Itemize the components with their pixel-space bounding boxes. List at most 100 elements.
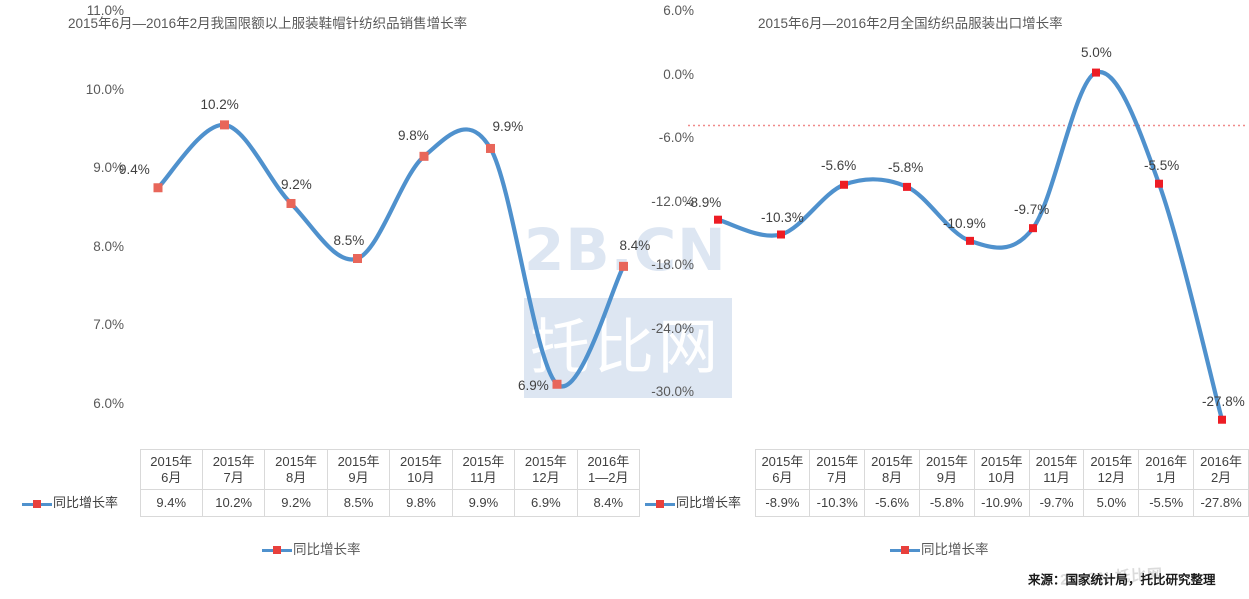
y-axis-tick-label: -18.0% [651, 257, 694, 272]
y-axis-tick-label: 11.0% [86, 3, 124, 18]
table-column-header: 2015年 7月 [809, 449, 866, 490]
y-axis-tick-label: -12.0% [651, 193, 694, 209]
table-column-header: 2015年 12月 [514, 449, 578, 490]
table-column-header: 2015年 8月 [864, 449, 920, 490]
left-chart-title: 2015年6月—2016年2月我国限额以上服装鞋帽针纺织品销售增长率 [68, 16, 468, 31]
table-corner-cell [645, 450, 755, 490]
y-axis-tick-label: 6.0% [663, 3, 694, 18]
table-cell-value: -9.7% [1028, 489, 1085, 517]
right-legend-label: 同比增长率 [921, 542, 989, 557]
table-cell-value: 5.0% [1083, 489, 1140, 517]
table-column-header: 2015年 10月 [973, 449, 1030, 490]
left-chart-data-table: 2015年 6月 2015年 7月 2015年 8月 2015年 9月 2015年 10月 2015… [22, 449, 641, 517]
data-point-label: 6.9% [518, 378, 549, 394]
table-cell-value: 8.4% [576, 489, 641, 517]
data-point-marker [903, 182, 911, 191]
data-point-label: -10.3% [761, 209, 804, 225]
data-point-marker [714, 215, 722, 224]
left-legend-label: 同比增长率 [293, 542, 361, 557]
table-column-header: 2015年 11月 [1028, 449, 1085, 490]
data-point-label: -27.8% [1202, 393, 1245, 409]
table-cell-value: 9.8% [389, 489, 453, 517]
table-column-header: 2015年 7月 [201, 449, 266, 490]
data-point-marker [153, 183, 163, 193]
right-chart-markers [714, 68, 1226, 424]
data-point-marker [1092, 68, 1100, 77]
y-axis-tick-label: 7.0% [93, 317, 124, 333]
table-column-header: 2016年 1月 [1138, 449, 1195, 490]
table-cell-value: 10.2% [201, 489, 266, 517]
table-row-values: 同比增长率 -8.9% -10.3% -5.6% -5.8% -10.9% -9.7% 5.0… [645, 489, 1249, 517]
data-point-label: -5.5% [1144, 157, 1180, 173]
data-point-label: -5.6% [821, 157, 857, 173]
data-point-marker [353, 254, 362, 263]
table-cell-value: 6.9% [514, 489, 578, 517]
table-column-header: 2016年 2月 [1193, 449, 1249, 490]
table-row-values: 同比增长率 9.4% 10.2% 9.2% 8.5% 9.8% 9.9% 6.9% 8.4% [22, 489, 641, 517]
data-point-marker [619, 261, 628, 271]
legend-marker-icon [645, 499, 675, 509]
table-series-label: 同比增长率 [53, 495, 119, 510]
y-axis-tick-label: -24.0% [651, 320, 694, 336]
table-cell-value: -5.6% [864, 489, 920, 517]
data-point-marker [1029, 224, 1037, 233]
data-point-label: 5.0% [1081, 44, 1112, 60]
data-point-label: 9.2% [281, 177, 312, 193]
data-point-label: 9.9% [492, 119, 524, 135]
table-column-header: 2015年 12月 [1083, 449, 1140, 490]
data-point-label: 8.5% [333, 232, 365, 248]
table-column-header: 2015年 9月 [918, 449, 975, 490]
legend-marker-icon [262, 545, 292, 555]
left-chart-legend[interactable]: 同比增长率 [262, 538, 361, 558]
data-point-label: 10.2% [200, 96, 239, 112]
table-row-header: 2015年 6月 2015年 7月 2015年 8月 2015年 9月 2015年 10月 2015… [645, 449, 1249, 490]
data-point-marker [1218, 415, 1226, 424]
data-point-marker [966, 236, 974, 245]
y-axis-tick-label: 0.0% [663, 66, 694, 82]
table-column-header: 2015年 11月 [451, 449, 516, 490]
legend-marker-icon [22, 499, 52, 509]
left-chart-series-line [155, 122, 626, 389]
data-point-marker [777, 230, 785, 239]
table-series-label: 同比增长率 [676, 495, 742, 510]
y-axis-tick-label: 10.0% [85, 81, 124, 97]
watermark-text-tuobi: 托比网 [530, 314, 722, 381]
table-column-header: 2015年 6月 [754, 449, 811, 490]
right-chart-title: 2015年6月—2016年2月全国纺织品服装出口增长率 [758, 16, 1063, 31]
watermark-text-2bcn: 2B.CN [524, 216, 727, 284]
left-chart-markers [153, 120, 628, 389]
table-cell-value: -8.9% [754, 489, 811, 517]
y-axis-tick-label: -30.0% [651, 384, 694, 399]
table-cell-value: -5.5% [1138, 489, 1195, 517]
table-column-header: 2015年 9月 [326, 449, 391, 490]
data-point-marker [840, 180, 848, 189]
data-point-label: -9.7% [1014, 202, 1050, 218]
table-series-legend: 同比增长率 [22, 489, 140, 517]
table-cell-value: 9.2% [264, 489, 328, 517]
table-column-header: 2015年 8月 [264, 449, 328, 490]
table-cell-value: -5.8% [918, 489, 975, 517]
table-series-legend: 同比增长率 [645, 489, 755, 517]
y-axis-tick-label: 8.0% [93, 238, 124, 254]
data-point-marker [286, 198, 296, 208]
table-cell-value: 9.9% [451, 489, 516, 517]
data-point-label: 9.8% [398, 128, 429, 144]
table-corner-cell [22, 450, 140, 490]
y-axis-tick-label: -6.0% [658, 130, 694, 145]
table-cell-value: 8.5% [326, 489, 391, 517]
legend-marker-icon [890, 545, 920, 555]
data-point-marker [1155, 179, 1163, 188]
table-column-header: 2016年 1—2月 [576, 449, 641, 490]
right-chart-legend[interactable]: 同比增长率 [890, 538, 989, 558]
right-chart-series-line [715, 69, 1225, 422]
data-point-label: 9.4% [119, 161, 150, 177]
data-point-label: 8.4% [619, 238, 651, 254]
data-point-label: -10.9% [943, 215, 986, 231]
source-note: 来源：国家统计局，托比研究整理 [1028, 573, 1216, 587]
table-column-header: 2015年 10月 [389, 449, 453, 490]
y-axis-tick-label: 6.0% [93, 396, 124, 411]
data-point-label: -8.9% [686, 194, 722, 210]
data-point-marker [552, 379, 562, 389]
left-chart-plot-area [153, 120, 628, 389]
